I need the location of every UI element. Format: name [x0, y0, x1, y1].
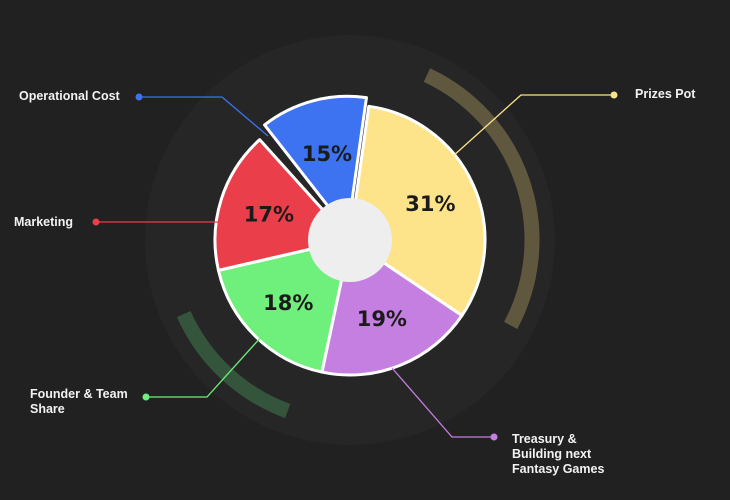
callout-dot-treasury: [490, 433, 498, 441]
pie-slice-operational-cost: [263, 94, 368, 233]
callout-line-treasury: [391, 367, 494, 438]
legend-label-line: Founder & Team: [30, 387, 128, 401]
legend-label-line: Fantasy Games: [512, 462, 605, 476]
legend-label-treasury: Treasury & Building next Fantasy Games: [512, 432, 604, 477]
slice-percent-treasury: 19%: [357, 307, 407, 331]
callout-line-operational-cost: [139, 96, 269, 137]
slice-percent-prizes-pot: 31%: [405, 192, 455, 216]
pie-slice-founder-team: [216, 238, 352, 374]
callout-line-founder-team: [146, 335, 263, 398]
decorative-arc-bottom-left: [176, 310, 291, 419]
callout-dot-operational-cost: [135, 93, 143, 101]
legend-label-line: Operational Cost: [19, 89, 120, 103]
callout-dot-founder-team: [142, 393, 150, 401]
percentage-labels: 31% 19% 18% 17% 15%: [244, 142, 456, 331]
callout-dot-prizes-pot: [610, 91, 618, 99]
legend-label-line: Treasury &: [512, 432, 577, 446]
legend-label-line: Share: [30, 402, 65, 416]
legend-label-founder-team: Founder & Team Share: [30, 387, 128, 417]
pie-slice-prizes-pot: [348, 104, 487, 317]
legend-label-line: Prizes Pot: [635, 87, 696, 101]
legend-label-marketing: Marketing: [14, 215, 73, 230]
decorative-arc-top-right: [423, 68, 540, 329]
legend-label-line: Building next: [512, 447, 592, 461]
pie-slices: [213, 94, 487, 377]
callout-line-prizes-pot: [451, 94, 614, 158]
slice-percent-operational-cost: 15%: [302, 142, 352, 166]
legend-label-prizes-pot: Prizes Pot: [635, 87, 695, 102]
legend-label-operational-cost: Operational Cost: [19, 89, 120, 104]
slice-percent-marketing: 17%: [244, 202, 294, 226]
slice-percent-founder-team: 18%: [263, 291, 313, 315]
callout-lines: [92, 91, 618, 441]
legend-label-line: Marketing: [14, 215, 74, 229]
callout-dot-marketing: [92, 218, 100, 226]
center-hole: [308, 198, 392, 282]
